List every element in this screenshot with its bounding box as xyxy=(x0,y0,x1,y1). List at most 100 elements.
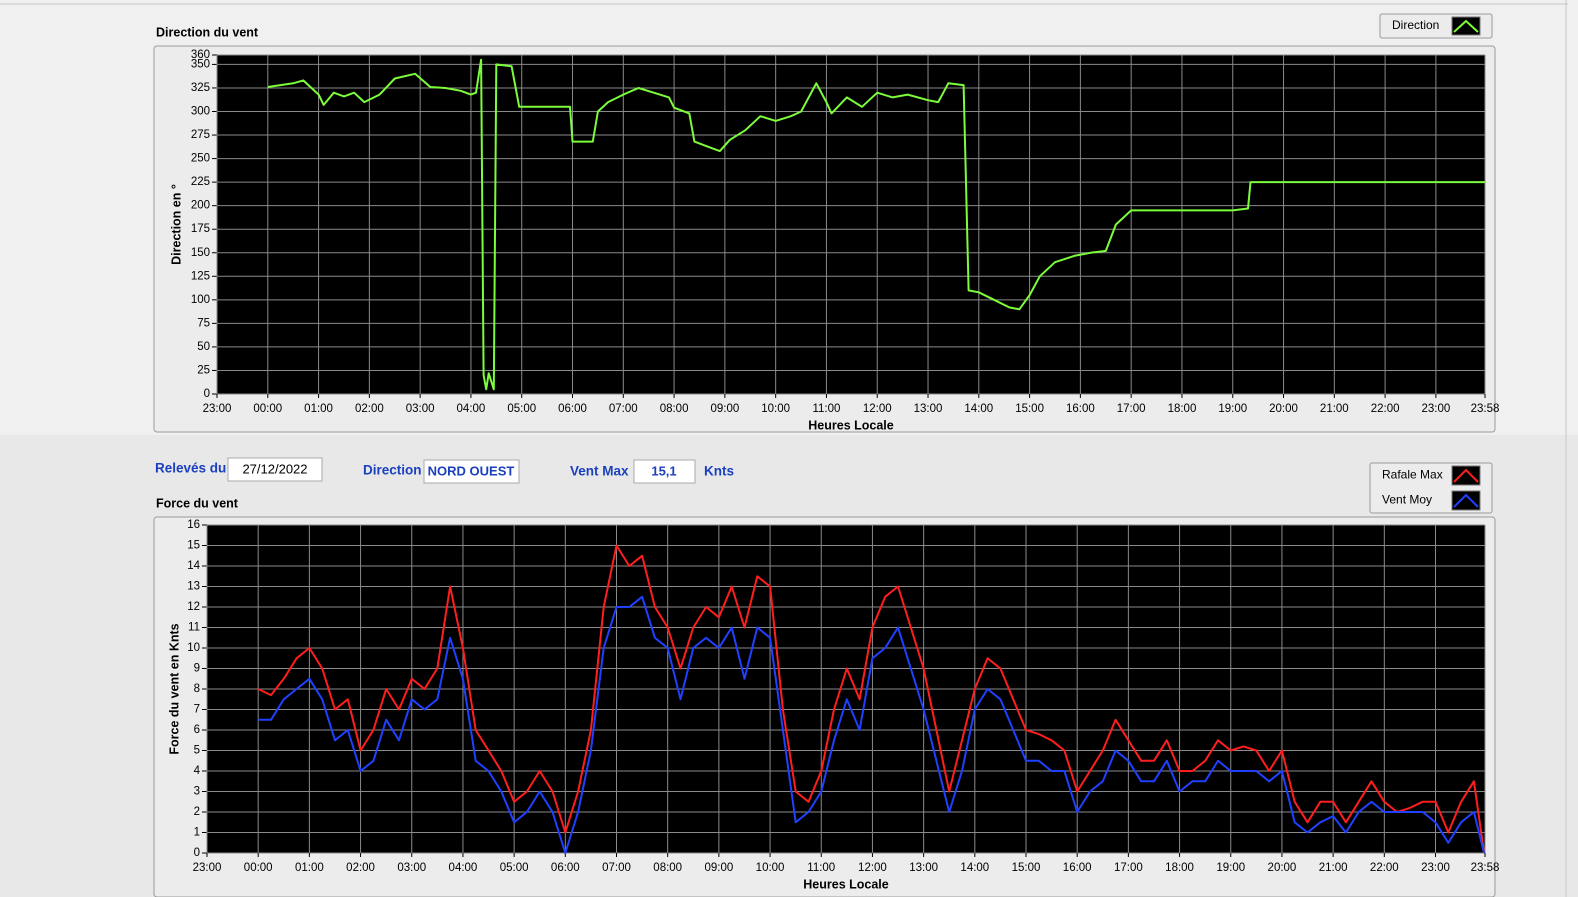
x-tick-label: 10:00 xyxy=(761,403,790,415)
x-tick-label: 01:00 xyxy=(304,403,333,415)
vmax-field[interactable] xyxy=(633,459,696,484)
data-line xyxy=(257,544,1486,854)
y-tick-label: 12 xyxy=(187,601,200,613)
legend-line xyxy=(1453,468,1479,483)
x-tick-label: 04:00 xyxy=(449,862,478,874)
y-tick-label: 9 xyxy=(194,663,200,675)
y-tick-label: 5 xyxy=(194,745,200,757)
y-tick-label: 250 xyxy=(191,153,210,165)
y-tick-label: 4 xyxy=(194,765,201,777)
y-tick-label: 16 xyxy=(187,519,200,531)
x-tick-label: 18:00 xyxy=(1168,403,1197,415)
x-tick-label: 08:00 xyxy=(653,862,682,874)
legend-swatch xyxy=(1451,16,1481,36)
x-tick-label: 04:00 xyxy=(457,403,486,415)
x-tick-label: 16:00 xyxy=(1063,862,1092,874)
y-tick-label: 75 xyxy=(197,317,210,329)
y-tick-label: 150 xyxy=(191,247,210,259)
data-line xyxy=(267,58,1485,391)
x-tick-label: 00:00 xyxy=(244,862,273,874)
x-tick-label: 22:00 xyxy=(1371,403,1400,415)
x-tick-label: 20:00 xyxy=(1269,403,1298,415)
y-tick-label: 100 xyxy=(191,294,210,306)
y-tick-label: 25 xyxy=(197,364,210,376)
y-axis-label: Force du vent en Knts xyxy=(167,623,181,754)
y-tick-label: 1 xyxy=(194,827,200,839)
x-tick-label: 05:00 xyxy=(507,403,536,415)
direction-value: NORD OUEST xyxy=(428,463,515,478)
legend-line xyxy=(1453,19,1479,33)
y-tick-label: 6 xyxy=(194,724,200,736)
y-tick-label: 15 xyxy=(187,540,200,552)
x-tick-label: 00:00 xyxy=(253,403,282,415)
x-tick-label: 12:00 xyxy=(858,862,887,874)
legend-line xyxy=(1453,493,1479,508)
x-tick-label: 20:00 xyxy=(1268,862,1297,874)
x-tick-label: 07:00 xyxy=(602,862,631,874)
plot-area xyxy=(217,55,1485,394)
x-axis-label: Heures Locale xyxy=(808,418,894,432)
x-tick-label: 21:00 xyxy=(1319,862,1348,874)
legend-label: Direction xyxy=(1392,18,1439,32)
x-tick-label: 06:00 xyxy=(558,403,587,415)
date-field[interactable] xyxy=(227,457,323,482)
x-tick-label: 23:58 xyxy=(1471,862,1500,874)
y-tick-label: 125 xyxy=(191,270,210,282)
y-tick-label: 175 xyxy=(191,223,210,235)
x-tick-label: 13:00 xyxy=(909,862,938,874)
x-tick-label: 05:00 xyxy=(500,862,529,874)
chart-title: Force du vent xyxy=(156,496,239,510)
y-tick-label: 350 xyxy=(191,58,210,70)
x-tick-label: 03:00 xyxy=(406,403,435,415)
vmax-value: 15,1 xyxy=(651,463,676,478)
chart-title: Direction du vent xyxy=(156,25,259,39)
y-tick-label: 225 xyxy=(191,176,210,188)
x-tick-label: 17:00 xyxy=(1114,862,1143,874)
x-tick-label: 23:00 xyxy=(203,403,232,415)
date-label: Relevés du xyxy=(155,461,226,476)
x-tick-label: 18:00 xyxy=(1165,862,1194,874)
y-tick-label: 7 xyxy=(194,704,200,716)
x-tick-label: 19:00 xyxy=(1218,403,1247,415)
legend-swatch xyxy=(1451,465,1481,486)
y-tick-label: 13 xyxy=(187,581,200,593)
x-axis-label: Heures Locale xyxy=(803,877,889,891)
x-tick-label: 08:00 xyxy=(660,403,689,415)
x-tick-label: 12:00 xyxy=(863,403,892,415)
y-tick-label: 0 xyxy=(194,847,200,859)
legend-label: Vent Moy xyxy=(1382,493,1432,507)
y-tick-label: 275 xyxy=(191,129,210,141)
x-tick-label: 02:00 xyxy=(346,862,375,874)
x-tick-label: 14:00 xyxy=(964,403,993,415)
direction-label: Direction xyxy=(363,463,422,478)
x-tick-label: 09:00 xyxy=(704,862,733,874)
y-tick-label: 0 xyxy=(204,388,210,400)
y-tick-label: 360 xyxy=(191,49,210,61)
y-tick-label: 3 xyxy=(194,786,200,798)
x-tick-label: 21:00 xyxy=(1320,403,1349,415)
x-tick-label: 17:00 xyxy=(1117,403,1146,415)
x-tick-label: 01:00 xyxy=(295,862,324,874)
x-tick-label: 10:00 xyxy=(756,862,785,874)
x-tick-label: 23:00 xyxy=(1421,403,1450,415)
x-tick-label: 13:00 xyxy=(914,403,943,415)
x-tick-label: 15:00 xyxy=(1012,862,1041,874)
direction-field[interactable] xyxy=(423,459,520,484)
x-tick-label: 11:00 xyxy=(812,403,840,415)
data-line xyxy=(258,595,1486,854)
vmax-unit: Knts xyxy=(704,464,734,479)
x-tick-label: 06:00 xyxy=(551,862,580,874)
y-tick-label: 2 xyxy=(194,806,200,818)
x-tick-label: 22:00 xyxy=(1370,862,1399,874)
x-tick-label: 15:00 xyxy=(1015,403,1044,415)
vmax-label: Vent Max xyxy=(570,464,629,479)
x-tick-label: 07:00 xyxy=(609,403,638,415)
x-tick-label: 09:00 xyxy=(710,403,739,415)
date-value: 27/12/2022 xyxy=(242,461,307,476)
x-tick-label: 02:00 xyxy=(355,403,384,415)
y-tick-label: 8 xyxy=(194,683,200,695)
y-tick-label: 200 xyxy=(191,200,210,212)
y-tick-label: 11 xyxy=(188,622,200,634)
y-tick-label: 14 xyxy=(187,560,200,572)
